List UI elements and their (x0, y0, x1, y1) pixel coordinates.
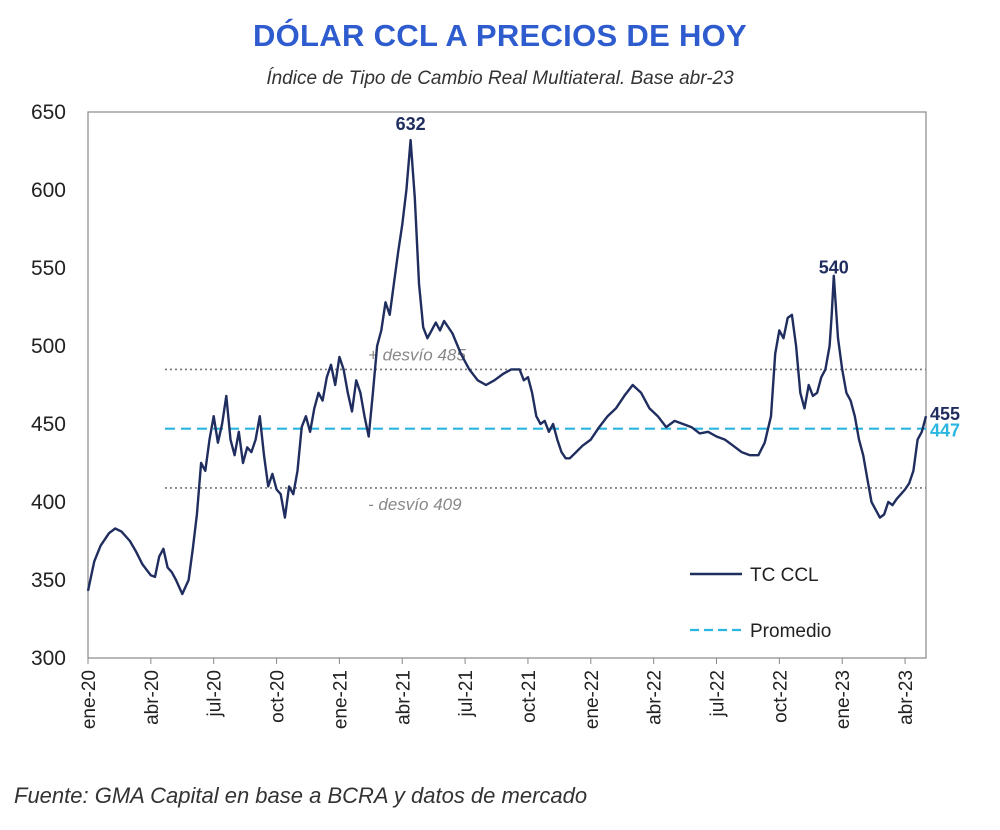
x-tick-label: abr-23 (896, 670, 917, 725)
y-tick-label: 350 (31, 569, 66, 592)
y-tick-label: 500 (31, 335, 66, 358)
x-tick-label: ene-22 (582, 670, 603, 729)
x-tick-label: jul-20 (205, 670, 226, 717)
line-chart: + desvío 485 - desvío 409 447 300 350 400 450… (31, 101, 960, 729)
y-tick-label: 300 (31, 647, 66, 670)
y-tick-label: 550 (31, 257, 66, 280)
y-tick-label: 450 (31, 413, 66, 436)
peak-annotation: 455 (930, 404, 960, 424)
x-tick-label: abr-20 (142, 670, 163, 725)
x-tick-label: jul-21 (456, 670, 477, 717)
x-tick-label: jul-22 (708, 670, 729, 717)
source-note: Fuente: GMA Capital en base a BCRA y dat… (14, 783, 588, 808)
plot-frame (87, 111, 927, 659)
x-tick-label: ene-23 (833, 670, 854, 729)
x-tick-label: oct-22 (770, 670, 791, 723)
chart-title: DÓLAR CCL A PRECIOS DE HOY (252, 18, 748, 53)
x-tick-label: oct-20 (268, 670, 289, 723)
y-tick-label: 600 (31, 179, 66, 202)
peak-annotation: 540 (819, 258, 849, 278)
peak-annotation: 632 (396, 114, 426, 134)
x-tick-label: ene-20 (79, 670, 100, 729)
x-tick-label: oct-21 (519, 670, 540, 723)
y-tick-label: 400 (31, 491, 66, 514)
x-tick-label: ene-21 (330, 670, 351, 729)
lower-band-label: - desvío 409 (368, 495, 462, 514)
x-tick-label: abr-21 (393, 670, 414, 725)
legend-label-tc-ccl: TC CCL (750, 565, 819, 586)
upper-band-label: + desvío 485 (368, 345, 466, 364)
series-line-tc-ccl (86, 138, 928, 596)
average-value-label: 447 (930, 421, 960, 441)
legend-label-promedio: Promedio (750, 621, 831, 642)
x-tick-label: abr-22 (645, 670, 666, 725)
y-tick-label: 650 (31, 101, 66, 124)
chart-subtitle: Índice de Tipo de Cambio Real Multiatera… (266, 68, 734, 89)
